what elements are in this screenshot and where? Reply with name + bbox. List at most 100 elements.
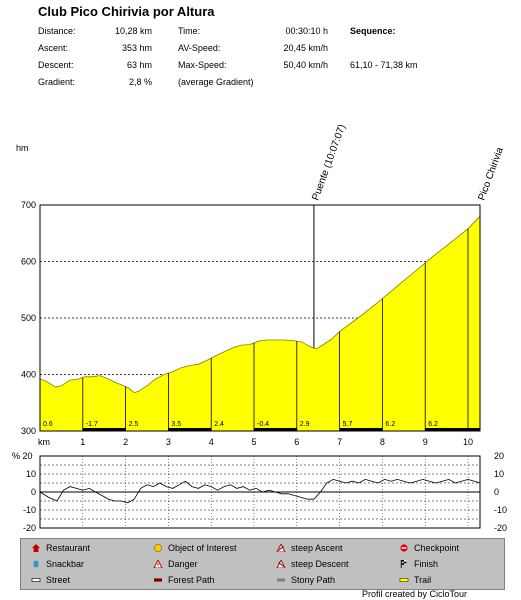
segment-gradient-label: -0.4 [257,421,269,428]
sequence-value: 61,10 - 71,38 km [350,60,418,70]
footer-credit: Profil created by CicloTour [362,589,468,599]
object-of-interest-icon [154,544,162,552]
restaurant-icon [32,544,40,552]
time-label: Time: [178,26,201,36]
gradient-plot-frame [39,455,481,529]
gradient-ytick-right--10: -10 [494,505,507,515]
elev-ytick-label-700: 700 [21,200,36,210]
km-axis: km 1 2 3 4 5 6 7 8 9 10 [38,437,473,447]
legend-danger: Danger [153,559,198,569]
segment-gradient-label: 2.5 [129,421,139,428]
legend-checkpoint: Checkpoint [399,543,459,553]
elev-ytick-label-500: 500 [21,313,36,323]
segment-bar-dark [168,428,212,431]
distance-label: Distance: [38,26,76,36]
avspeed-value: 20,45 km/h [283,43,328,53]
legend-object-of-interest-label: Object of Interest [168,543,237,553]
km-tick-label-6: 6 [294,437,299,447]
legend-restaurant-label: Restaurant [46,543,91,553]
legend-street: Street [31,575,70,585]
segment-gradient-label: 2.4 [214,421,224,428]
legend-finish: Finish [399,559,438,569]
gradient-ytick-right-20: 20 [494,451,504,461]
segment-bar-dark [254,428,297,431]
km-tick-label-7: 7 [337,437,342,447]
elevation-area [39,215,481,432]
legend-steep-ascent-label: steep Ascent [291,543,343,553]
legend-street-label: Street [46,575,71,585]
legend-steep-ascent: steep Ascent [276,543,343,553]
legend-finish-label: Finish [414,559,439,569]
trail-icon [399,578,409,582]
steep-ascent-icon [276,544,286,552]
legend-steep-descent-label: steep Descent [291,559,349,569]
km-tick-label-4: 4 [209,437,214,447]
legend-panel: Restaurant Snackbar Street Object of Int… [20,538,505,590]
legend-trail-label: Trail [414,575,432,585]
km-tick-label-8: 8 [380,437,385,447]
km-axis-label: km [38,437,50,447]
elev-unit-label: hm [16,143,29,153]
gradient-series-line [39,478,481,504]
snackbar-icon [33,560,39,568]
segment-bar-dark [425,428,469,431]
avspeed-label: AV-Speed: [178,43,221,53]
km-tick-label-5: 5 [251,437,256,447]
legend-forest-path-label: Forest Path [168,575,215,585]
gradient-pct-label: % 20 [12,451,33,461]
ascent-value: 353 hm [121,43,152,53]
elev-ytick-label-600: 600 [21,257,36,267]
legend-trail: Trail [399,575,431,585]
legend-danger-label: Danger [168,559,198,569]
avg-gradient-note: (average Gradient) [178,77,254,87]
legend-steep-descent: steep Descent [276,559,349,569]
distance-value: 10,28 km [114,26,152,36]
segment-gradient-label: 6.2 [428,421,438,428]
legend-checkpoint-label: Checkpoint [414,543,460,553]
segment-gradient-label: 5.7 [343,421,353,428]
km-tick-label-3: 3 [166,437,171,447]
legend-object-of-interest: Object of Interest [153,543,237,553]
segment-bar-dark [468,428,480,431]
checkpoint-icon [400,544,408,552]
legend-stony-path-label: Stony Path [291,575,336,585]
km-tick-label-10: 10 [463,437,473,447]
legend-snackbar: Snackbar [31,559,84,569]
maxspeed-label: Max-Speed: [178,60,227,70]
gradient-ytick-left--20: -20 [23,523,36,533]
gradient-label: Gradient: [38,77,76,87]
descent-label: Descent: [38,60,74,70]
gradient-value: 2,8 % [128,77,152,87]
segment-gradient-label: 0.6 [43,421,53,428]
elev-ytick-label-300: 300 [21,426,36,436]
finish-flag-icon [400,560,407,568]
segment-bar-dark [339,428,383,431]
annotation-label-0: Puente (10:07:07) [310,123,348,202]
segment-gradient-label: 2.9 [300,421,310,428]
segment-bar-dark [82,428,126,431]
gradient-ytick-right-0: 0 [494,487,499,497]
segment-gradient-label: 3.5 [171,421,181,428]
gradient-ytick-left--10: -10 [23,505,36,515]
steep-descent-icon [276,560,286,568]
gradient-ytick-left-10: 10 [26,469,36,479]
time-value: 00:30:10 h [285,26,328,36]
gradient-ytick-right-10: 10 [494,469,504,479]
ascent-label: Ascent: [38,43,69,53]
danger-icon [153,560,163,568]
annotation-label-1: Pico Chirivia [476,146,505,202]
legend-snackbar-label: Snackbar [46,559,85,569]
page-title: Club Pico Chirivia por Altura [38,4,215,19]
street-icon [31,578,41,582]
descent-value: 63 hm [126,60,152,70]
gradient-chart: % 20 -20 -10 0 10 -20 -10 0 10 20 [12,451,507,533]
elevation-profile-chart: hm 300 400 500 600 700 0.6 -1.7 2.5 3.5 2.4 -0.4 2… [16,123,506,436]
maxspeed-value: 50,40 km/h [283,60,328,70]
stony-path-icon [277,578,285,582]
segment-gradient-label: -1.7 [86,421,98,428]
km-tick-label-9: 9 [423,437,428,447]
forest-path-icon [154,578,162,582]
segment-gradient-label: 6.2 [385,421,395,428]
gradient-ytick-right--20: -20 [494,523,507,533]
sequence-label: Sequence: [350,26,396,36]
